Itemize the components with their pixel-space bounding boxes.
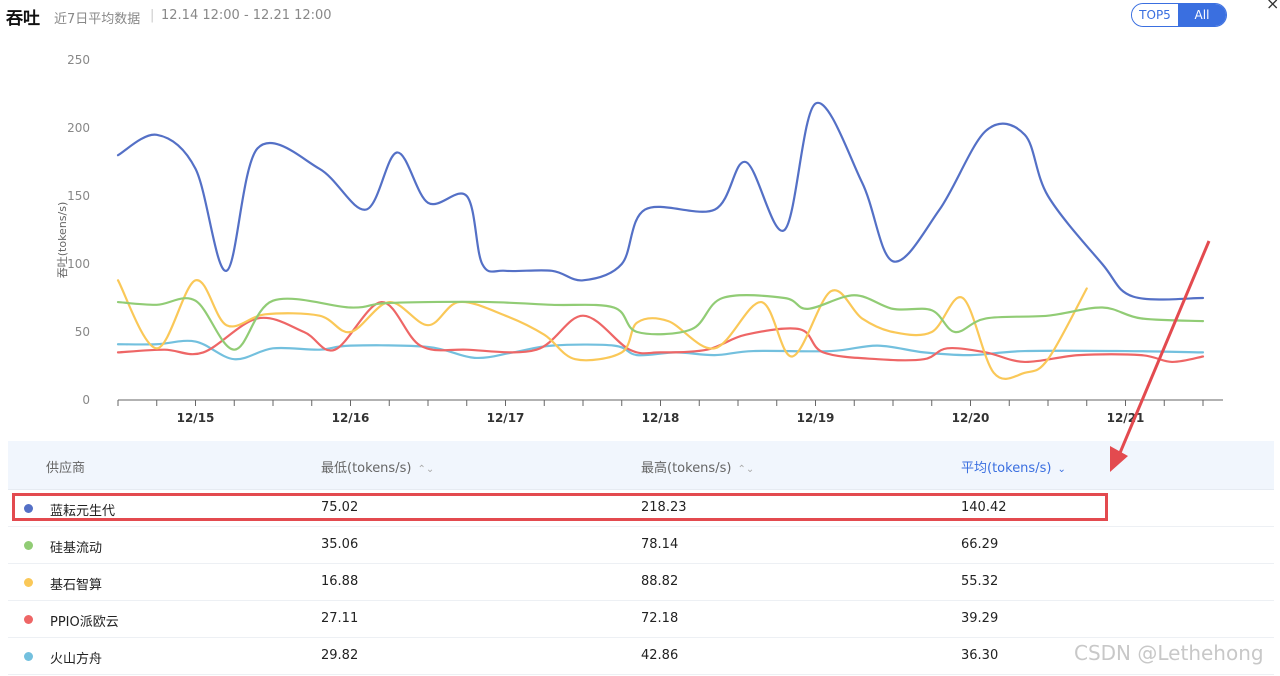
provider-name: 火山方舟 <box>50 652 103 667</box>
series-line-0 <box>116 101 1205 301</box>
x-tick-label: 12/16 <box>332 411 370 425</box>
watermark: CSDN @Lethehong <box>1074 641 1264 665</box>
subtitle: 近7日平均数据 <box>54 12 141 27</box>
series-color-dot <box>24 615 33 624</box>
header: 吞吐 近7日平均数据 | 12.14 12:00 - 12.21 12:00 T… <box>0 0 1280 34</box>
x-tick-label: 12/20 <box>952 411 990 425</box>
avg-value: 66.29 <box>961 537 999 552</box>
max-value: 218.23 <box>641 500 687 515</box>
header-avg[interactable]: 平均(tokens/s) ⌄ <box>961 457 1066 476</box>
x-tick-label: 12/21 <box>1107 411 1145 425</box>
min-value: 16.88 <box>321 574 359 589</box>
separator: | <box>150 8 155 23</box>
table-row[interactable]: 基石智算 16.88 88.82 55.32 <box>8 564 1274 601</box>
min-value: 35.06 <box>321 537 359 552</box>
toggle-all[interactable]: All <box>1178 4 1226 26</box>
sort-icon[interactable]: ⌃⌄ <box>737 464 755 475</box>
highlight-box <box>12 493 1108 521</box>
min-value: 29.82 <box>321 648 359 663</box>
y-axis-label: 吞吐(tokens/s) <box>56 202 69 279</box>
table-row[interactable]: PPIO派欧云 27.11 72.18 39.29 <box>8 601 1274 638</box>
min-value: 27.11 <box>321 611 359 626</box>
max-value: 78.14 <box>641 537 679 552</box>
top5-all-toggle[interactable]: TOP5 All <box>1131 3 1227 27</box>
y-tick-label: 50 <box>75 325 90 339</box>
provider-name: 硅基流动 <box>50 541 103 556</box>
y-tick-label: 100 <box>67 257 90 271</box>
y-tick-label: 0 <box>82 393 90 407</box>
header-max-label: 最高(tokens/s) <box>641 461 732 476</box>
avg-value: 39.29 <box>961 611 999 626</box>
series-color-dot <box>24 652 33 661</box>
provider-name: 蓝耘元生代 <box>50 504 116 519</box>
x-tick-label: 12/17 <box>487 411 525 425</box>
max-value: 88.82 <box>641 574 679 589</box>
y-tick-label: 200 <box>67 121 90 135</box>
table-header: 供应商 最低(tokens/s) ⌃⌄ 最高(tokens/s) ⌃⌄ 平均(tok… <box>8 441 1274 490</box>
series-color-dot <box>24 504 33 513</box>
close-icon[interactable]: × <box>1266 0 1280 13</box>
x-tick-label: 12/15 <box>177 411 215 425</box>
sort-desc-icon[interactable]: ⌄ <box>1057 464 1066 475</box>
sort-icon[interactable]: ⌃⌄ <box>417 464 435 475</box>
toggle-top5[interactable]: TOP5 <box>1132 4 1178 26</box>
provider-table: 供应商 最低(tokens/s) ⌃⌄ 最高(tokens/s) ⌃⌄ 平均(tok… <box>8 441 1274 676</box>
table-row[interactable]: 硅基流动 35.06 78.14 66.29 <box>8 527 1274 564</box>
avg-value: 55.32 <box>961 574 999 589</box>
series-line-2 <box>116 279 1088 380</box>
series-line-3 <box>116 300 1205 364</box>
header-min-label: 最低(tokens/s) <box>321 461 412 476</box>
provider-name: 基石智算 <box>50 578 103 593</box>
series-color-dot <box>24 541 33 550</box>
date-range: 12.14 12:00 - 12.21 12:00 <box>161 8 332 23</box>
header-max[interactable]: 最高(tokens/s) ⌃⌄ <box>641 457 754 476</box>
series-color-dot <box>24 578 33 587</box>
max-value: 72.18 <box>641 611 679 626</box>
page-title: 吞吐 <box>6 9 40 29</box>
provider-name: PPIO派欧云 <box>50 615 119 630</box>
throughput-line-chart: 0 50 100 150 200 250 吞吐(tokens/s) 12/15 12/16 12/… <box>56 53 1223 425</box>
x-tick-label: 12/19 <box>797 411 835 425</box>
y-tick-label: 250 <box>67 53 90 67</box>
header-provider: 供应商 <box>46 461 86 476</box>
max-value: 42.86 <box>641 648 679 663</box>
table-body: 蓝耘元生代 75.02 218.23 140.42 硅基流动 35.06 78.14 66.2… <box>8 490 1274 675</box>
header-min[interactable]: 最低(tokens/s) ⌃⌄ <box>321 457 434 476</box>
avg-value: 36.30 <box>961 648 999 663</box>
series-line-4 <box>116 339 1205 361</box>
table-row[interactable]: 火山方舟 29.82 42.86 36.30 <box>8 638 1274 675</box>
series-line-1 <box>116 294 1205 351</box>
header-avg-label: 平均(tokens/s) <box>961 461 1052 476</box>
table-row[interactable]: 蓝耘元生代 75.02 218.23 140.42 <box>8 490 1274 527</box>
min-value: 75.02 <box>321 500 359 515</box>
y-tick-label: 150 <box>67 189 90 203</box>
x-tick-label: 12/18 <box>642 411 680 425</box>
avg-value: 140.42 <box>961 500 1007 515</box>
